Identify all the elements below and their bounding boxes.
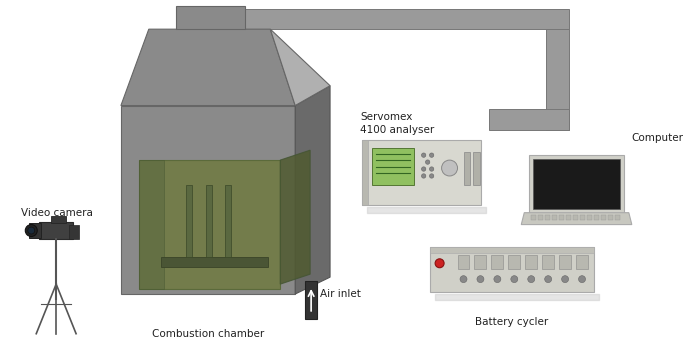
Polygon shape <box>232 9 569 29</box>
Circle shape <box>421 174 426 178</box>
Polygon shape <box>546 29 569 130</box>
Polygon shape <box>545 215 550 220</box>
Polygon shape <box>559 215 564 220</box>
Polygon shape <box>580 215 585 220</box>
Circle shape <box>545 276 551 283</box>
Polygon shape <box>530 155 624 213</box>
Polygon shape <box>429 247 594 253</box>
Polygon shape <box>362 140 368 205</box>
Polygon shape <box>429 247 594 292</box>
Circle shape <box>421 167 426 171</box>
Text: Combustion chamber: Combustion chamber <box>153 329 264 339</box>
Polygon shape <box>559 255 571 269</box>
Polygon shape <box>305 281 317 319</box>
Polygon shape <box>532 215 536 220</box>
Polygon shape <box>608 215 613 220</box>
Polygon shape <box>161 257 269 267</box>
Polygon shape <box>587 215 592 220</box>
Polygon shape <box>521 213 632 225</box>
Polygon shape <box>491 255 503 269</box>
Text: Video camera: Video camera <box>21 208 93 218</box>
Polygon shape <box>601 215 606 220</box>
Polygon shape <box>280 150 310 284</box>
Circle shape <box>421 153 426 157</box>
Circle shape <box>511 276 518 283</box>
Circle shape <box>562 276 569 283</box>
Circle shape <box>429 167 434 171</box>
Polygon shape <box>615 215 620 220</box>
Text: Computer: Computer <box>632 133 684 143</box>
Polygon shape <box>69 225 79 239</box>
Polygon shape <box>576 255 588 269</box>
Polygon shape <box>566 215 571 220</box>
Polygon shape <box>464 152 471 185</box>
Circle shape <box>429 174 434 178</box>
Polygon shape <box>225 185 232 257</box>
Circle shape <box>28 227 35 234</box>
Polygon shape <box>372 148 414 185</box>
Polygon shape <box>175 6 245 29</box>
Polygon shape <box>29 222 41 238</box>
Polygon shape <box>271 29 330 106</box>
Text: Battery cycler: Battery cycler <box>475 317 548 327</box>
Polygon shape <box>473 152 480 185</box>
Polygon shape <box>51 216 66 222</box>
Polygon shape <box>552 215 557 220</box>
Circle shape <box>425 160 430 164</box>
Polygon shape <box>295 86 330 294</box>
Polygon shape <box>39 221 73 239</box>
Polygon shape <box>475 255 486 269</box>
Polygon shape <box>538 215 543 220</box>
Circle shape <box>442 160 458 176</box>
Polygon shape <box>458 255 469 269</box>
Polygon shape <box>525 255 537 269</box>
Circle shape <box>494 276 501 283</box>
Circle shape <box>25 225 37 236</box>
Circle shape <box>460 276 467 283</box>
Polygon shape <box>573 215 578 220</box>
Polygon shape <box>186 185 192 257</box>
Polygon shape <box>121 106 295 294</box>
Polygon shape <box>508 255 521 269</box>
Polygon shape <box>489 109 569 130</box>
Polygon shape <box>533 159 620 209</box>
Circle shape <box>477 276 484 283</box>
Polygon shape <box>121 29 295 106</box>
Circle shape <box>579 276 586 283</box>
Polygon shape <box>594 215 599 220</box>
Polygon shape <box>139 160 164 289</box>
Text: Servomex
4100 analyser: Servomex 4100 analyser <box>360 112 434 135</box>
Polygon shape <box>543 255 554 269</box>
Circle shape <box>429 153 434 157</box>
Polygon shape <box>206 185 212 257</box>
Text: Air inlet: Air inlet <box>320 289 361 299</box>
Polygon shape <box>139 160 280 289</box>
Polygon shape <box>362 140 482 205</box>
Circle shape <box>527 276 535 283</box>
Circle shape <box>435 259 444 268</box>
